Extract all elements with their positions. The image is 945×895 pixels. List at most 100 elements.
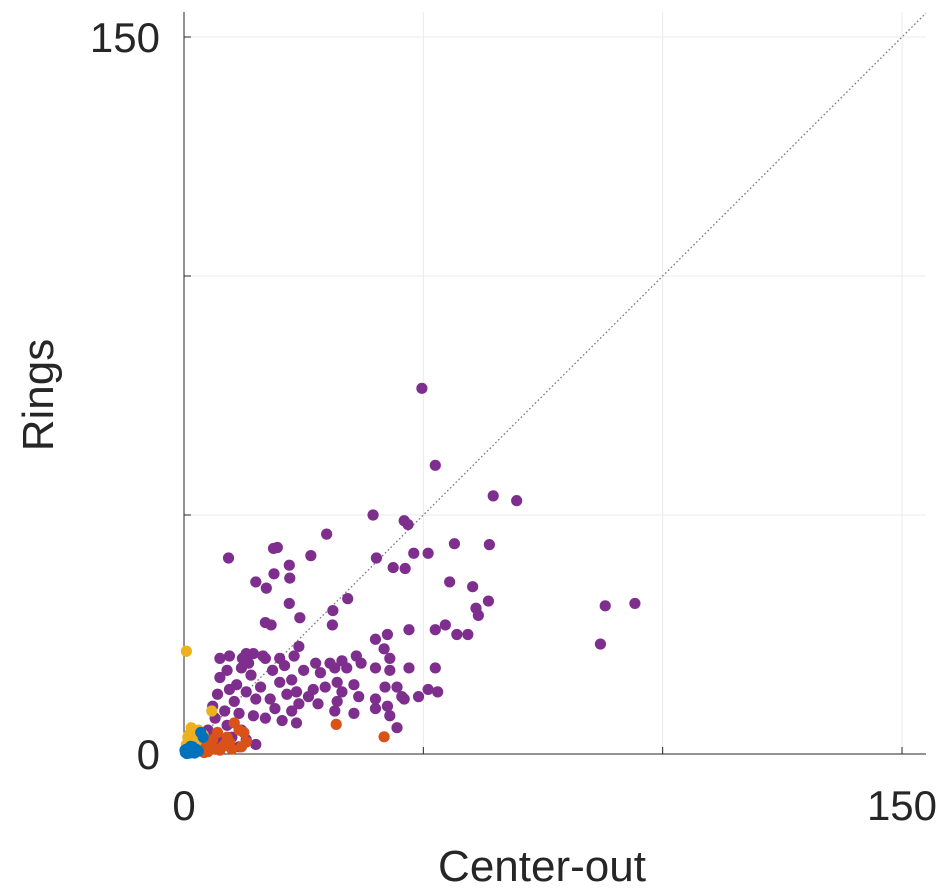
data-point [247, 710, 260, 722]
data-point [467, 581, 479, 593]
data-point [331, 676, 343, 688]
data-point [283, 597, 295, 610]
data-point [185, 740, 197, 752]
reference-line-layer [183, 12, 927, 755]
data-point [369, 662, 382, 674]
data-point [268, 568, 280, 580]
data-point [180, 645, 192, 657]
data-point [416, 382, 428, 394]
data-point [269, 702, 281, 715]
data-point [353, 691, 365, 703]
data-point [305, 550, 317, 562]
data-point [391, 722, 403, 734]
data-point [462, 628, 474, 641]
data-point [326, 619, 338, 631]
data-point [278, 659, 291, 672]
y-tick-label: 0 [137, 731, 160, 778]
data-point [482, 595, 495, 607]
data-point [260, 582, 272, 594]
data-point [384, 664, 396, 676]
data-point [266, 664, 279, 676]
data-point [250, 576, 262, 588]
data-point [378, 731, 390, 743]
data-point [206, 705, 218, 717]
data-point [599, 600, 611, 612]
data-point [444, 576, 456, 588]
data-point [259, 616, 271, 629]
data-point [286, 705, 298, 717]
tick-labels: 0 150 0 150 [90, 14, 937, 829]
data-point [331, 695, 343, 708]
data-point [378, 643, 390, 655]
data-point [293, 698, 305, 710]
data-point [214, 652, 226, 665]
data-point [247, 648, 260, 660]
data-point [288, 650, 300, 662]
x-tick-label: 150 [867, 782, 937, 829]
data-point [384, 652, 396, 665]
data-point [223, 736, 236, 748]
data-point [370, 552, 383, 564]
data-point [293, 640, 305, 653]
data-point [228, 695, 240, 708]
data-point [238, 726, 250, 739]
data-point [264, 693, 276, 705]
data-point [240, 686, 252, 698]
identity-line [183, 12, 927, 755]
data-point [312, 698, 324, 710]
data-point [429, 662, 441, 674]
data-point [412, 691, 425, 703]
data-point [396, 691, 408, 703]
data-point [302, 691, 315, 703]
data-point [336, 686, 348, 698]
data-point [329, 705, 341, 717]
data-point [286, 674, 298, 686]
data-point [290, 717, 303, 729]
data-point [369, 702, 382, 715]
data-point [379, 681, 391, 693]
data-point [483, 539, 495, 551]
data-point [284, 572, 296, 584]
data-point [294, 612, 306, 624]
data-point [341, 662, 353, 674]
data-point [399, 562, 411, 575]
data-point [330, 718, 342, 730]
data-point [221, 664, 233, 676]
axes [183, 12, 926, 755]
data-point [408, 547, 420, 559]
data-point [448, 538, 461, 550]
data-point [511, 495, 523, 507]
data-point [594, 638, 607, 650]
data-point [321, 528, 333, 540]
data-point [422, 547, 434, 559]
data-point [367, 509, 379, 521]
data-point [451, 628, 463, 641]
data-point [283, 559, 295, 571]
data-points [179, 382, 641, 760]
data-point [439, 619, 451, 631]
data-point [310, 657, 322, 669]
data-point [281, 688, 293, 700]
data-point [235, 662, 248, 674]
data-point [355, 657, 367, 669]
data-point [381, 628, 394, 641]
data-point [222, 552, 235, 564]
y-tick-label: 150 [90, 14, 160, 61]
data-point [403, 624, 415, 636]
data-point [314, 667, 327, 679]
data-point [369, 693, 382, 705]
data-point [432, 686, 444, 698]
data-point [259, 652, 271, 665]
data-point [245, 669, 257, 681]
data-point [348, 679, 360, 691]
data-point [274, 676, 286, 688]
grid-lines [184, 12, 926, 754]
data-point [402, 518, 414, 531]
data-point [298, 664, 310, 676]
data-point [342, 593, 354, 605]
data-point [214, 671, 226, 684]
data-point [276, 714, 288, 727]
data-point [348, 707, 360, 719]
data-point [429, 459, 441, 471]
data-point [235, 741, 248, 753]
